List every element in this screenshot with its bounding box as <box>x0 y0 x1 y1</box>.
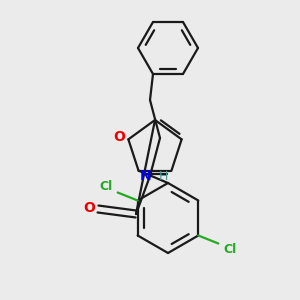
Text: O: O <box>113 130 125 144</box>
Text: O: O <box>83 201 95 215</box>
Text: N: N <box>140 169 152 183</box>
Text: H: H <box>158 169 168 182</box>
Text: Cl: Cl <box>224 243 237 256</box>
Text: Cl: Cl <box>99 180 112 193</box>
